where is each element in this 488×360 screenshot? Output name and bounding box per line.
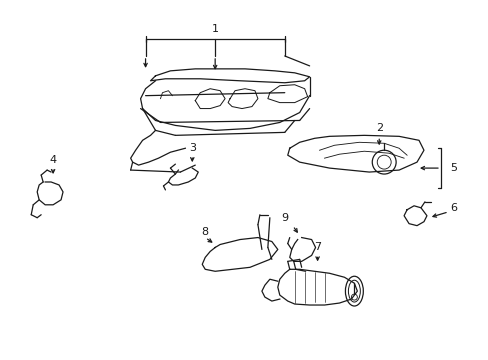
Text: 2: 2 bbox=[375, 123, 382, 134]
Text: 6: 6 bbox=[449, 203, 456, 213]
Text: 9: 9 bbox=[281, 213, 288, 223]
Text: 3: 3 bbox=[188, 143, 195, 153]
Text: 1: 1 bbox=[211, 24, 218, 34]
Text: 4: 4 bbox=[49, 155, 57, 165]
Text: 5: 5 bbox=[449, 163, 456, 173]
Text: 8: 8 bbox=[201, 226, 208, 237]
Text: 7: 7 bbox=[313, 243, 321, 252]
